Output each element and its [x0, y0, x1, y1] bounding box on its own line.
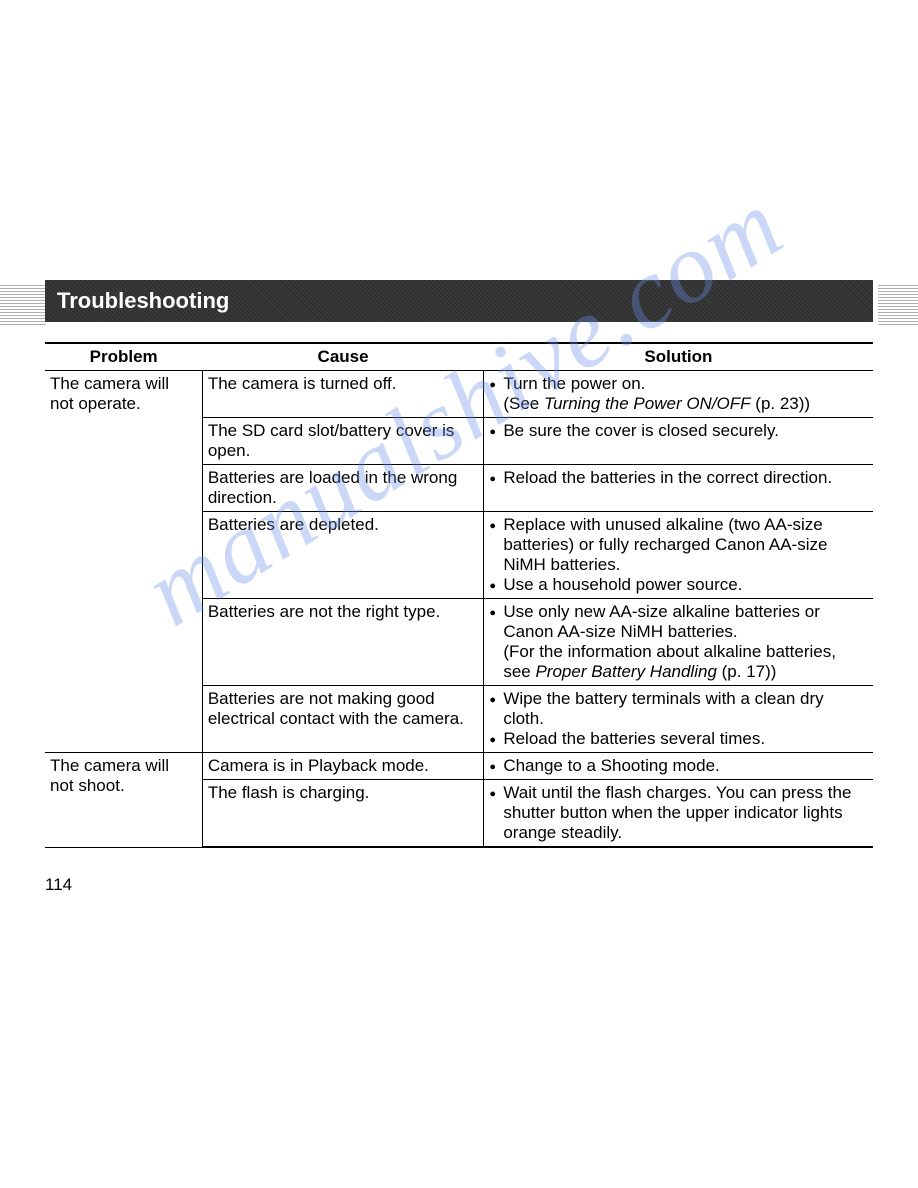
solution-item: Reload the batteries several times.	[489, 729, 868, 749]
cause-cell: Batteries are loaded in the wrong direct…	[202, 465, 484, 512]
section-title: Troubleshooting	[57, 288, 229, 313]
solution-cell: Wait until the flash charges. You can pr…	[484, 780, 873, 848]
solution-list: Be sure the cover is closed securely.	[489, 421, 868, 441]
solution-cell: Reload the batteries in the correct dire…	[484, 465, 873, 512]
cause-cell: Camera is in Playback mode.	[202, 753, 484, 780]
table-row: The camera will not shoot. Camera is in …	[45, 753, 873, 780]
solution-cell: Wipe the battery terminals with a clean …	[484, 686, 873, 753]
cause-cell: The camera is turned off.	[202, 371, 484, 418]
solution-list: Replace with unused alkaline (two AA-siz…	[489, 515, 868, 595]
troubleshooting-table: Problem Cause Solution The camera will n…	[45, 342, 873, 848]
solution-item: Replace with unused alkaline (two AA-siz…	[489, 515, 868, 575]
solution-cell: Turn the power on. (See Turning the Powe…	[484, 371, 873, 418]
solution-item: Reload the batteries in the correct dire…	[489, 468, 868, 488]
solution-item: Wait until the flash charges. You can pr…	[489, 783, 868, 843]
solution-cell: Use only new AA-size alkaline batteries …	[484, 599, 873, 686]
solution-item: Wipe the battery terminals with a clean …	[489, 689, 868, 729]
section-header: Troubleshooting	[45, 280, 873, 322]
solution-list: Wait until the flash charges. You can pr…	[489, 783, 868, 843]
solution-list: Wipe the battery terminals with a clean …	[489, 689, 868, 749]
cause-cell: Batteries are not making good electrical…	[202, 686, 484, 753]
solution-cell: Replace with unused alkaline (two AA-siz…	[484, 512, 873, 599]
cause-cell: The SD card slot/battery cover is open.	[202, 418, 484, 465]
col-solution: Solution	[484, 343, 873, 371]
cause-cell: Batteries are not the right type.	[202, 599, 484, 686]
solution-cell: Be sure the cover is closed securely.	[484, 418, 873, 465]
problem-cell: The camera will not shoot.	[45, 753, 202, 848]
solution-cell: Change to a Shooting mode.	[484, 753, 873, 780]
solution-item: Be sure the cover is closed securely.	[489, 421, 868, 441]
solution-item: Turn the power on. (See Turning the Powe…	[489, 374, 868, 414]
page-number: 114	[45, 875, 72, 895]
solution-list: Reload the batteries in the correct dire…	[489, 468, 868, 488]
solution-item: Change to a Shooting mode.	[489, 756, 868, 776]
problem-cell: The camera will not operate.	[45, 371, 202, 753]
cause-cell: Batteries are depleted.	[202, 512, 484, 599]
solution-item: Use only new AA-size alkaline batteries …	[489, 602, 868, 682]
table-header-row: Problem Cause Solution	[45, 343, 873, 371]
table-row: The camera will not operate. The camera …	[45, 371, 873, 418]
col-problem: Problem	[45, 343, 202, 371]
cause-cell: The flash is charging.	[202, 780, 484, 848]
solution-list: Turn the power on. (See Turning the Powe…	[489, 374, 868, 414]
solution-item: Use a household power source.	[489, 575, 868, 595]
col-cause: Cause	[202, 343, 484, 371]
solution-list: Use only new AA-size alkaline batteries …	[489, 602, 868, 682]
solution-list: Change to a Shooting mode.	[489, 756, 868, 776]
page-container: Troubleshooting Problem Cause Solution T…	[0, 0, 918, 848]
